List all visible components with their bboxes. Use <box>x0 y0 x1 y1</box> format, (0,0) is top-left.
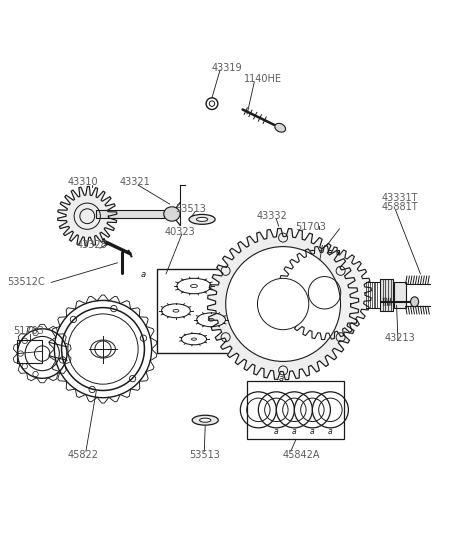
Text: a: a <box>310 427 315 435</box>
Text: a: a <box>274 427 279 435</box>
Text: a: a <box>278 374 283 384</box>
Text: 43332: 43332 <box>256 211 287 221</box>
Text: 45842A: 45842A <box>282 450 320 460</box>
Text: 43321: 43321 <box>119 178 150 187</box>
Ellipse shape <box>275 123 286 132</box>
Bar <box>157 269 231 353</box>
Text: 53512C: 53512C <box>8 277 45 287</box>
Text: a: a <box>292 427 297 435</box>
Text: 45822: 45822 <box>67 450 98 460</box>
Text: 43213: 43213 <box>385 333 415 343</box>
Bar <box>394 282 406 307</box>
Bar <box>17 340 42 362</box>
Ellipse shape <box>189 214 215 225</box>
Circle shape <box>257 278 309 330</box>
Ellipse shape <box>164 207 180 221</box>
Text: 51703: 51703 <box>13 326 44 336</box>
Text: a: a <box>328 427 333 435</box>
Ellipse shape <box>410 297 419 307</box>
Text: 43328: 43328 <box>76 240 107 251</box>
Text: 43310: 43310 <box>68 178 98 187</box>
Polygon shape <box>278 246 372 340</box>
Text: 45881T: 45881T <box>382 202 419 212</box>
Text: a: a <box>141 270 146 279</box>
Ellipse shape <box>197 217 207 221</box>
Bar <box>247 380 344 439</box>
Text: 43331T: 43331T <box>382 193 419 203</box>
Circle shape <box>226 246 340 361</box>
Text: 53513: 53513 <box>175 204 206 215</box>
Text: 51703: 51703 <box>295 222 325 233</box>
Text: 43319: 43319 <box>212 63 242 72</box>
Bar <box>297 250 340 272</box>
Bar <box>380 279 393 311</box>
Polygon shape <box>207 228 359 380</box>
Ellipse shape <box>200 418 211 422</box>
Text: 40323: 40323 <box>164 227 195 237</box>
Text: 1140HE: 1140HE <box>244 74 282 84</box>
Text: 53513: 53513 <box>189 450 220 460</box>
Ellipse shape <box>192 415 218 425</box>
Polygon shape <box>58 186 117 246</box>
Bar <box>96 210 164 218</box>
